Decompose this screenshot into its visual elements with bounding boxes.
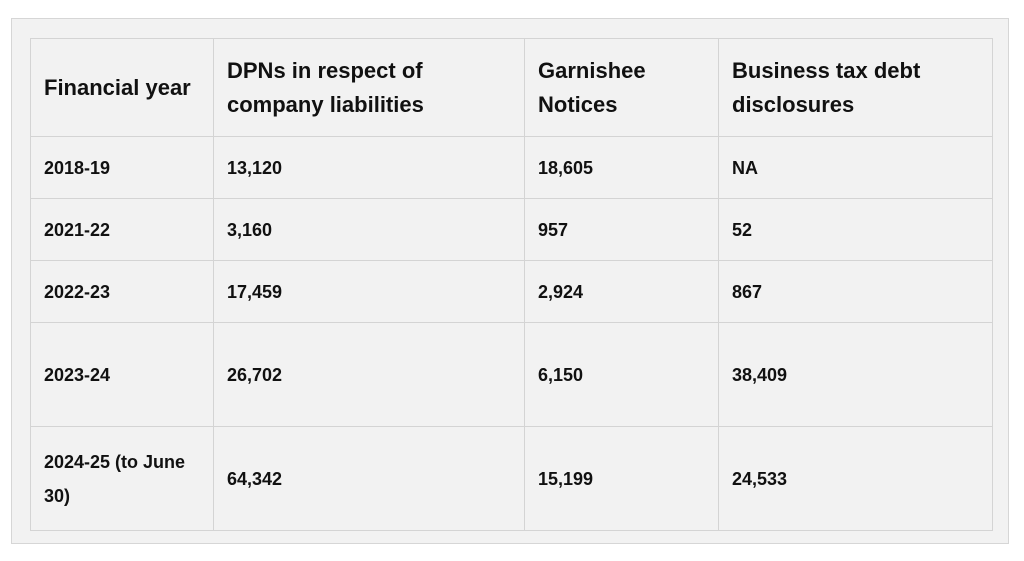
cell-financial-year: 2021-22 <box>30 198 214 261</box>
cell-garnishee-notices: 15,199 <box>524 426 719 531</box>
cell-dpns: 17,459 <box>213 260 525 323</box>
table-row: 2024-25 (to June 30) 64,342 15,199 24,53… <box>30 426 993 531</box>
header-business-tax-debt-disclosures: Business tax debt disclosures <box>718 38 993 137</box>
table-panel: Financial year DPNs in respect of compan… <box>11 18 1009 544</box>
cell-dpns: 64,342 <box>213 426 525 531</box>
cell-financial-year: 2018-19 <box>30 136 214 199</box>
cell-garnishee-notices: 957 <box>524 198 719 261</box>
cell-garnishee-notices: 18,605 <box>524 136 719 199</box>
cell-dpns: 26,702 <box>213 322 525 427</box>
table-row: 2018-19 13,120 18,605 NA <box>30 136 993 199</box>
table-row: 2022-23 17,459 2,924 867 <box>30 260 993 323</box>
table-header-row: Financial year DPNs in respect of compan… <box>30 38 993 137</box>
cell-dpns: 13,120 <box>213 136 525 199</box>
table-row: 2021-22 3,160 957 52 <box>30 198 993 261</box>
cell-dpns: 3,160 <box>213 198 525 261</box>
cell-tax-debt-disclosures: NA <box>718 136 993 199</box>
cell-garnishee-notices: 6,150 <box>524 322 719 427</box>
header-dpns: DPNs in respect of company liabilities <box>213 38 525 137</box>
cell-tax-debt-disclosures: 24,533 <box>718 426 993 531</box>
cell-tax-debt-disclosures: 52 <box>718 198 993 261</box>
tax-enforcement-table: Financial year DPNs in respect of compan… <box>30 38 993 531</box>
cell-financial-year: 2022-23 <box>30 260 214 323</box>
cell-financial-year: 2024-25 (to June 30) <box>30 426 214 531</box>
cell-financial-year: 2023-24 <box>30 322 214 427</box>
header-financial-year: Financial year <box>30 38 214 137</box>
table-row: 2023-24 26,702 6,150 38,409 <box>30 322 993 427</box>
cell-tax-debt-disclosures: 867 <box>718 260 993 323</box>
cell-garnishee-notices: 2,924 <box>524 260 719 323</box>
header-garnishee-notices: Garnishee Notices <box>524 38 719 137</box>
cell-tax-debt-disclosures: 38,409 <box>718 322 993 427</box>
